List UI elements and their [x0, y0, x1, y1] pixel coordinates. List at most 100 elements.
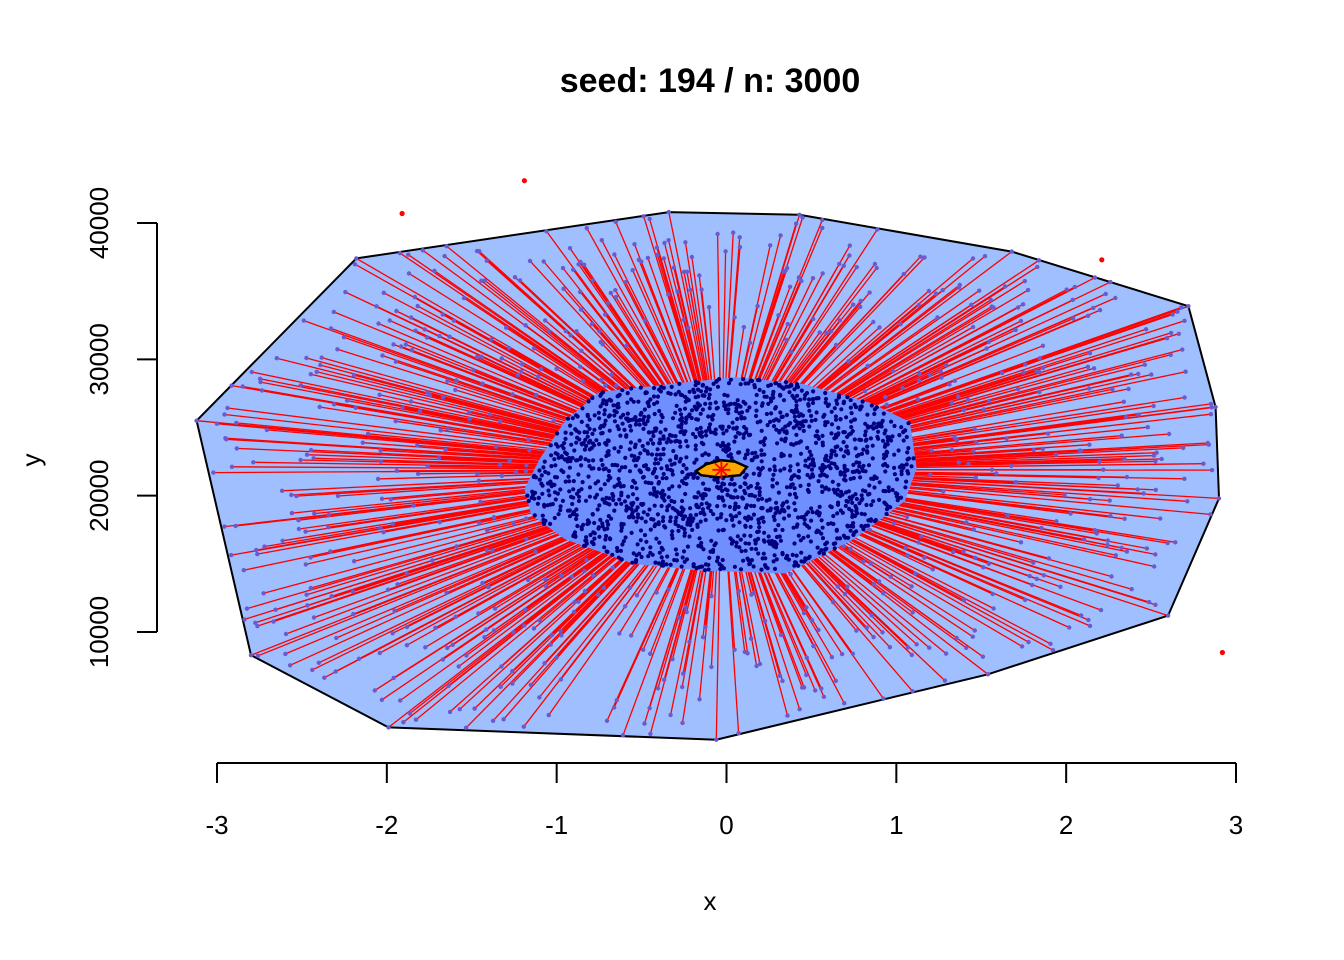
inner-point — [629, 530, 634, 536]
inner-point — [609, 516, 614, 521]
inner-point — [689, 408, 695, 413]
inner-point — [749, 503, 754, 508]
spoke-endpoint — [868, 561, 873, 566]
spoke-endpoint — [311, 456, 316, 461]
spoke-endpoint — [1175, 309, 1180, 314]
inner-point — [745, 448, 750, 453]
spoke-endpoint — [820, 225, 825, 231]
inner-point — [823, 390, 828, 396]
inner-point — [546, 471, 551, 476]
spoke-endpoint — [952, 378, 957, 383]
inner-point — [728, 377, 734, 382]
inner-point — [562, 457, 567, 462]
spoke-endpoint — [590, 278, 595, 283]
inner-point — [574, 516, 579, 522]
spoke-endpoint — [467, 416, 472, 422]
inner-point — [699, 502, 704, 507]
inner-point — [565, 508, 571, 513]
inner-point — [694, 503, 699, 508]
inner-point — [865, 444, 870, 449]
spoke-endpoint — [254, 547, 259, 553]
inner-point — [751, 512, 757, 517]
inner-point — [622, 499, 628, 504]
inner-point — [596, 526, 601, 531]
inner-point — [572, 448, 577, 453]
spoke-endpoint — [279, 488, 285, 493]
spoke-endpoint — [648, 651, 653, 656]
inner-point — [831, 521, 836, 527]
spoke-endpoint — [809, 617, 815, 623]
spoke-endpoint — [472, 706, 477, 711]
inner-point — [569, 442, 574, 447]
spoke-endpoint — [304, 452, 310, 457]
spoke-endpoint — [378, 448, 383, 453]
spoke-endpoint — [684, 609, 689, 615]
spoke-endpoint — [409, 348, 415, 353]
spoke-endpoint — [255, 623, 260, 629]
inner-point — [712, 477, 717, 482]
inner-point — [699, 540, 704, 546]
inner-point — [848, 405, 853, 410]
inner-point — [667, 503, 672, 508]
inner-point — [745, 451, 750, 456]
spoke-endpoint — [479, 354, 484, 359]
inner-point — [590, 431, 595, 436]
spoke-endpoint — [972, 427, 977, 432]
spoke-endpoint — [214, 421, 220, 426]
spoke-endpoint — [842, 701, 847, 706]
spoke-endpoint — [989, 467, 995, 472]
inner-point — [567, 489, 572, 494]
inner-point — [677, 459, 682, 464]
inner-point — [603, 418, 608, 423]
inner-point — [848, 523, 853, 529]
inner-point — [677, 439, 682, 444]
inner-point — [684, 415, 689, 420]
inner-point — [602, 545, 607, 550]
spoke-endpoint — [981, 565, 986, 570]
spoke-endpoint — [352, 559, 357, 564]
inner-point — [685, 444, 690, 449]
inner-point — [672, 461, 677, 466]
spoke-endpoint — [1064, 287, 1069, 292]
inner-point — [832, 461, 837, 466]
spoke-endpoint — [504, 325, 509, 330]
inner-point — [570, 501, 575, 507]
inner-point — [835, 511, 840, 516]
spoke-endpoint — [951, 549, 956, 555]
inner-point — [711, 547, 716, 552]
inner-point — [761, 389, 766, 395]
spoke-endpoint — [613, 219, 618, 225]
inner-point — [580, 406, 585, 411]
spoke-endpoint — [394, 468, 399, 473]
inner-point — [671, 448, 676, 454]
inner-point — [767, 467, 772, 472]
inner-point — [747, 405, 752, 410]
spoke-endpoint — [476, 478, 481, 483]
inner-point — [877, 497, 882, 502]
inner-point — [616, 393, 621, 398]
spoke-endpoint — [280, 538, 285, 543]
x-tick-label: 1 — [889, 810, 903, 840]
inner-point — [809, 467, 815, 472]
inner-point — [868, 436, 874, 441]
spoke-endpoint — [433, 625, 438, 630]
spoke-endpoint — [916, 378, 922, 383]
inner-point — [630, 560, 635, 565]
inner-point — [867, 483, 872, 488]
spoke-endpoint — [453, 387, 458, 393]
spoke-endpoint — [308, 555, 313, 560]
inner-point — [838, 417, 843, 422]
inner-point — [730, 538, 735, 543]
inner-point — [771, 514, 776, 519]
spoke-endpoint — [513, 470, 519, 475]
inner-point — [704, 385, 709, 390]
spoke-endpoint — [943, 651, 949, 656]
inner-point — [781, 398, 787, 403]
inner-point — [787, 390, 792, 395]
inner-point — [638, 451, 643, 456]
inner-point — [728, 494, 733, 499]
spoke-endpoint — [1129, 587, 1134, 592]
inner-point — [627, 515, 633, 520]
spoke-endpoint — [548, 642, 553, 647]
inner-point — [600, 521, 605, 526]
